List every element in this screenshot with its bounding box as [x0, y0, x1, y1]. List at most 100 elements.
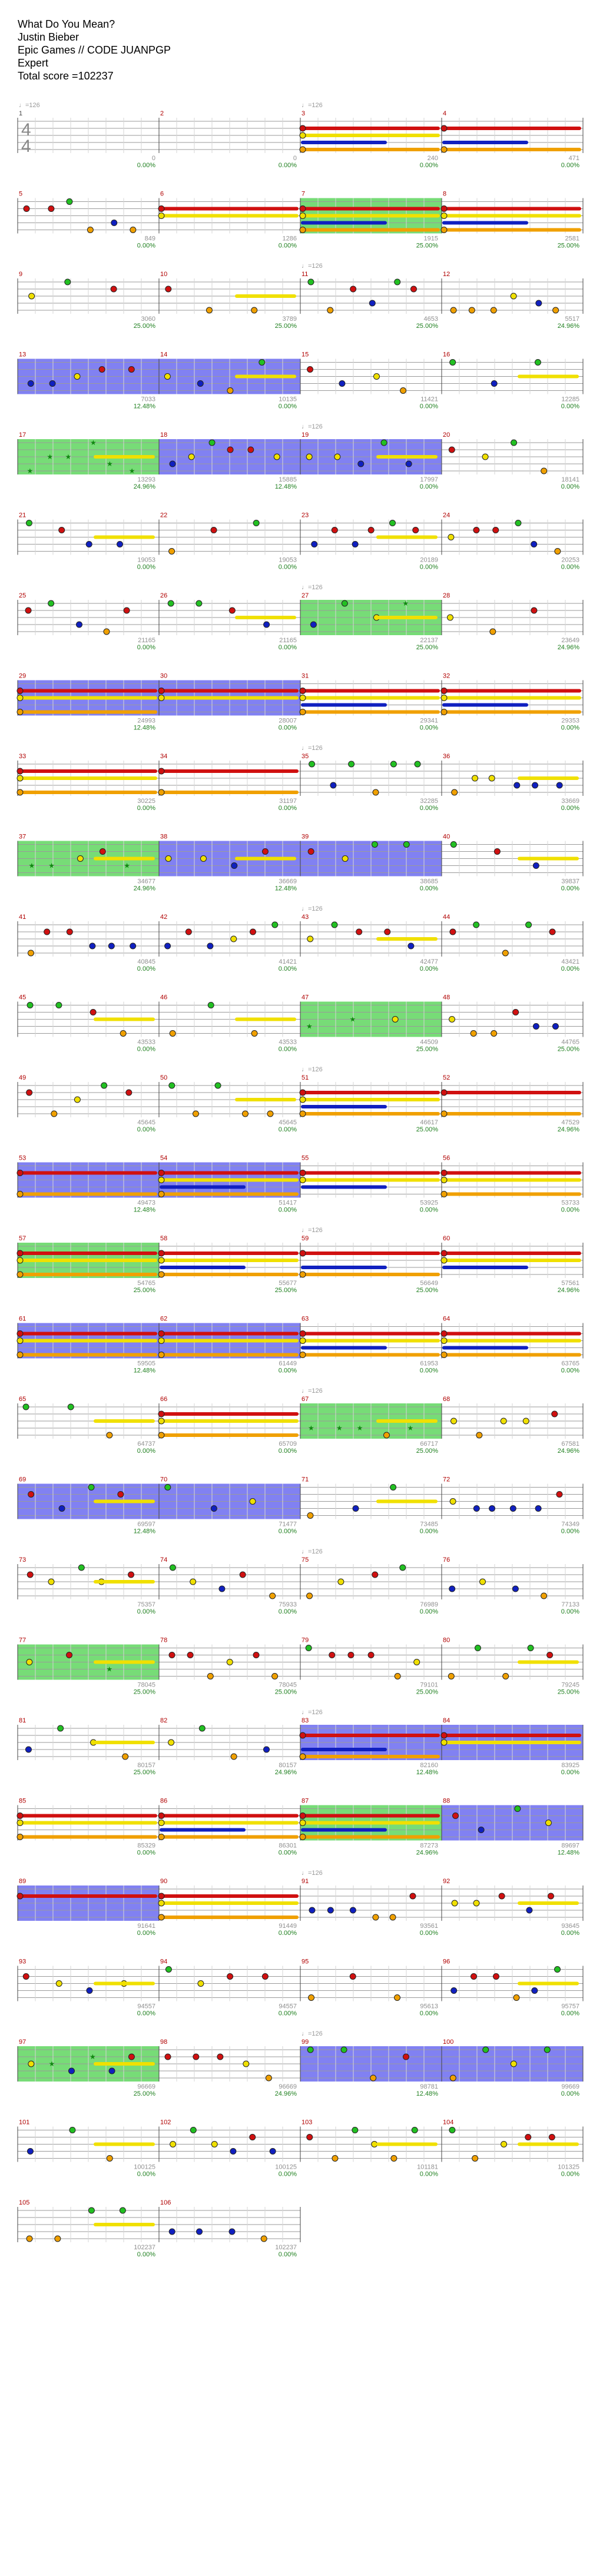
- measure-percent: 25.00%: [134, 2090, 156, 2097]
- measure-number: 36: [443, 753, 450, 760]
- measure-score: 43533: [279, 1039, 297, 1046]
- measure-percent: 25.00%: [275, 323, 297, 330]
- measure-score: 93561: [420, 1923, 438, 1930]
- note-head: [490, 307, 497, 314]
- measure-number: 23: [302, 512, 309, 519]
- measure-percent: 0.00%: [137, 1608, 155, 1615]
- measure-score: 0: [152, 155, 155, 162]
- measure-number: 25: [19, 592, 26, 599]
- measure-score: 91641: [137, 1923, 155, 1930]
- measure-score: 3789: [283, 316, 297, 323]
- measure-number: 27: [302, 592, 309, 599]
- measure-percent: 12.48%: [134, 1367, 156, 1375]
- measure-number: 91: [302, 1878, 309, 1885]
- measure-score: 63765: [561, 1360, 579, 1367]
- note-head: [269, 1592, 276, 1599]
- measure-score: 79101: [420, 1682, 438, 1689]
- measure-score: 34677: [137, 878, 155, 885]
- measure-score: 77133: [561, 1601, 579, 1608]
- measure-number: 95: [302, 1958, 309, 1966]
- note-head: [552, 1023, 559, 1030]
- measure-number: 74: [160, 1556, 167, 1563]
- note-head: [299, 1337, 306, 1344]
- measure-percent: 12.48%: [134, 1207, 156, 1214]
- measure-percent: 24.96%: [558, 1448, 580, 1455]
- note-head: [158, 1418, 165, 1425]
- note-head: [210, 527, 217, 533]
- measure-percent: 24.96%: [275, 2090, 297, 2097]
- note-head: [230, 1753, 237, 1760]
- measure-score: 43421: [561, 958, 579, 965]
- note-head: [327, 307, 334, 314]
- note-head: [158, 1257, 165, 1264]
- measure-percent: 0.00%: [420, 1528, 438, 1535]
- note-head: [306, 1592, 313, 1599]
- note-head: [449, 1016, 456, 1023]
- note-head: [165, 855, 172, 862]
- note-head: [367, 1652, 375, 1658]
- note-head: [269, 2148, 276, 2155]
- note-head: [349, 1907, 356, 1914]
- note-head: [187, 1652, 194, 1658]
- measure-number: 102: [160, 2119, 171, 2126]
- tempo-marker: ♩=126: [302, 905, 323, 912]
- measure-percent: 0.00%: [420, 1367, 438, 1375]
- measure-score: 96669: [279, 2083, 297, 2090]
- measure-percent: 12.48%: [134, 1528, 156, 1535]
- measure-number: 19: [302, 431, 309, 439]
- measure-score: 69597: [137, 1521, 155, 1528]
- note-head: [227, 446, 234, 453]
- measure-percent: 24.96%: [558, 644, 580, 651]
- measure-percent: 12.48%: [275, 483, 297, 490]
- star-note: ★: [48, 862, 55, 870]
- measure-percent: 0.00%: [279, 2251, 297, 2258]
- note-head: [509, 1505, 516, 1512]
- note-head: [473, 921, 480, 928]
- note-head: [498, 1893, 505, 1900]
- note-head: [299, 1271, 306, 1278]
- measure-score: 73485: [420, 1521, 438, 1528]
- note-head: [87, 227, 94, 233]
- note-head: [348, 761, 355, 768]
- measure-percent: 12.48%: [416, 2090, 439, 2097]
- note-head: [208, 439, 216, 446]
- measure-percent: 0.00%: [137, 1046, 155, 1053]
- measure-score: 79245: [561, 1682, 579, 1689]
- measure-number: 24: [443, 512, 450, 519]
- measure-number: 64: [443, 1316, 450, 1323]
- measure-score: 33669: [561, 798, 579, 805]
- note-head: [299, 132, 306, 139]
- measure-percent: 0.00%: [279, 1850, 297, 1857]
- note-head: [66, 198, 73, 205]
- note-head: [512, 1585, 519, 1592]
- measure-score: 30225: [137, 798, 155, 805]
- note-head: [515, 520, 522, 526]
- note-head: [16, 688, 24, 694]
- note-head: [207, 942, 214, 950]
- note-head: [23, 205, 30, 212]
- measure-score: 55677: [279, 1280, 297, 1287]
- note-head: [526, 1907, 533, 1914]
- note-head: [299, 1820, 306, 1826]
- measure-percent: 0.00%: [420, 483, 438, 490]
- measure-percent: 25.00%: [275, 1689, 297, 1696]
- note-head: [334, 453, 341, 460]
- measure-score: 471: [569, 155, 579, 162]
- note-head: [117, 1491, 124, 1498]
- measure-percent: 0.00%: [561, 1207, 579, 1214]
- measure-number: 39: [302, 834, 309, 841]
- note-head: [501, 2141, 508, 2147]
- note-head: [389, 520, 396, 526]
- note-head: [207, 1673, 214, 1679]
- time-signature-numerator: 4: [21, 120, 31, 140]
- note-head: [342, 855, 349, 862]
- measure-number: 40: [443, 834, 450, 841]
- measure-number: 12: [443, 271, 450, 278]
- note-head: [440, 1337, 448, 1344]
- song-album: Epic Games // CODE JUANPGP: [18, 44, 171, 56]
- note-head: [473, 1505, 480, 1512]
- measure-number: 59: [302, 1235, 309, 1242]
- note-head: [307, 2046, 314, 2053]
- note-head: [556, 782, 563, 789]
